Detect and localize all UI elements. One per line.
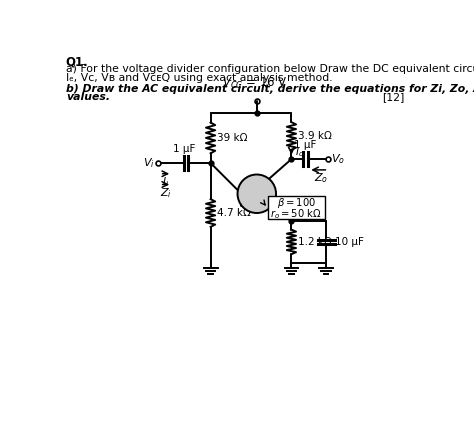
Text: $I_i$: $I_i$	[163, 175, 169, 189]
Text: 4.7 kΩ: 4.7 kΩ	[217, 208, 251, 218]
Text: $I_o$: $I_o$	[295, 145, 304, 159]
Text: $Z_i$: $Z_i$	[160, 186, 172, 200]
Text: 10 μF: 10 μF	[335, 237, 364, 247]
Text: [12]: [12]	[383, 92, 405, 102]
Text: 39 kΩ: 39 kΩ	[217, 133, 247, 143]
Text: 3.9 kΩ: 3.9 kΩ	[298, 131, 331, 141]
Circle shape	[237, 174, 276, 213]
Text: Iₑ, Vc, Vʙ and VᴄᴇQ using exact analysis method.: Iₑ, Vc, Vʙ and VᴄᴇQ using exact analysis…	[66, 73, 332, 83]
Text: $V_i$: $V_i$	[143, 156, 155, 170]
Text: b) Draw the AC equivalent circuit, derive the equations for Zi, Zo, Av, Ai and f: b) Draw the AC equivalent circuit, deriv…	[66, 84, 474, 94]
Text: 1 μF: 1 μF	[173, 144, 196, 154]
Text: $V_o$: $V_o$	[331, 152, 346, 166]
Text: a) For the voltage divider configuration below Draw the DC equivalent circuit an: a) For the voltage divider configuration…	[66, 64, 474, 74]
Text: $\beta = 100$: $\beta = 100$	[276, 196, 316, 210]
FancyBboxPatch shape	[267, 196, 325, 219]
Text: Q1.: Q1.	[66, 55, 89, 68]
Text: $\mathit{V_{CC}}$ = 16 V: $\mathit{V_{CC}}$ = 16 V	[222, 76, 288, 91]
Text: 1 μF: 1 μF	[294, 140, 317, 150]
Text: $r_o = 50\ \mathrm{k\Omega}$: $r_o = 50\ \mathrm{k\Omega}$	[270, 207, 322, 220]
Text: $Z_o$: $Z_o$	[314, 171, 328, 185]
Text: values.: values.	[66, 92, 110, 102]
Text: 1.2 kΩ: 1.2 kΩ	[298, 237, 331, 247]
